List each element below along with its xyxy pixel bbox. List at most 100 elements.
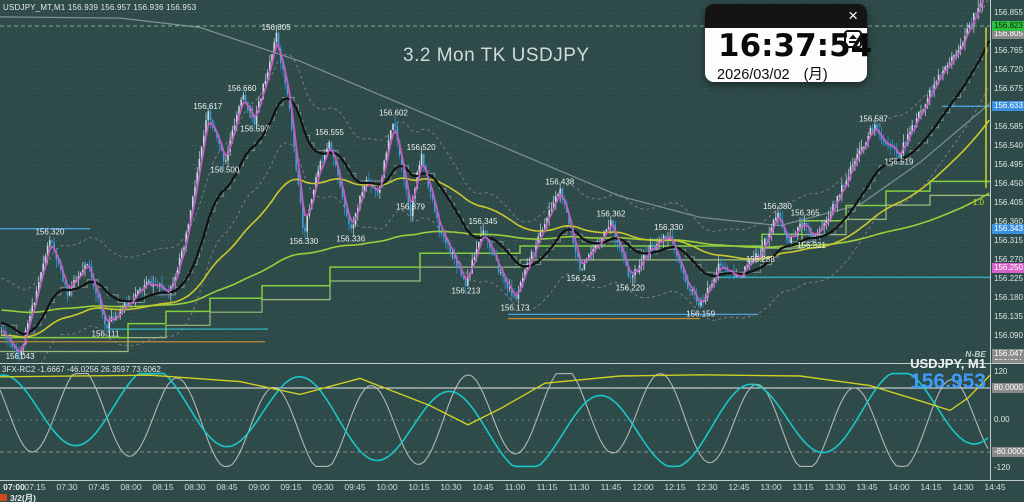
ohlc-header: USDJPY_MT,M1 156.939 156.957 156.936 156…: [3, 3, 197, 12]
clock-body: 16:37:54 2026/03/02 (月): [705, 28, 872, 83]
oscillator-values: -1.6667 -46.0256 26.3597 73.6062: [37, 365, 161, 374]
svg-text:156.438: 156.438: [545, 178, 574, 187]
price-tick-label: 156.675: [994, 84, 1023, 94]
time-axis-separator: [0, 480, 1024, 481]
svg-text:156.336: 156.336: [336, 235, 365, 244]
clock-date: 2026/03/02 (月): [717, 67, 828, 83]
lower-band: [41, 84, 990, 363]
clock-widget[interactable]: × 16:37:54 2026/03/02 (月): [705, 4, 872, 83]
time-tick-label: 12:15: [664, 482, 686, 492]
osc-axis-label: -80.0000: [992, 447, 1024, 457]
svg-text:156.500: 156.500: [210, 165, 239, 174]
osc-axis-label: 80.0000: [992, 383, 1024, 393]
svg-text:156.660: 156.660: [227, 84, 256, 93]
time-tick-label-bold: 07:00: [3, 482, 25, 492]
time-tick-label: 14:45: [984, 482, 1006, 492]
time-tick-label: 09:00: [248, 482, 270, 492]
time-tick-label: 14:30: [952, 482, 974, 492]
ma-mid-line: [1, 40, 990, 336]
time-tick-label: 13:30: [824, 482, 846, 492]
time-tick-label: 11:45: [600, 482, 622, 492]
svg-text:156.288: 156.288: [746, 255, 775, 264]
svg-text:156.519: 156.519: [885, 157, 914, 166]
indicator-price-box: 156.343: [992, 223, 1024, 234]
time-tick-label: 08:45: [216, 482, 238, 492]
svg-text:156.330: 156.330: [289, 237, 318, 246]
svg-text:156.043: 156.043: [6, 352, 35, 361]
time-tick-label: 13:00: [760, 482, 782, 492]
time-tick-label: 12:30: [696, 482, 718, 492]
osc-cyan-line: [0, 372, 989, 468]
osc-axis-label: 0.00: [994, 415, 1010, 424]
time-tick-label: 07:15: [24, 482, 46, 492]
close-icon[interactable]: ×: [848, 6, 858, 25]
time-tick-label: 10:30: [440, 482, 462, 492]
time-tick-label: 08:30: [184, 482, 206, 492]
price-tick-label: 156.405: [994, 198, 1023, 208]
oscillator-canvas[interactable]: [0, 364, 990, 480]
svg-text:156.213: 156.213: [451, 287, 480, 296]
svg-text:156.617: 156.617: [193, 102, 222, 111]
oscillator-name: 3FX-RC2: [2, 365, 36, 374]
price-tick-label: 156.270: [994, 254, 1023, 264]
time-axis[interactable]: 3/2(月) 07:00 07:15 07:30 07:45 08:00 08:15 08:…: [0, 481, 1024, 502]
time-tick-label: 10:45: [472, 482, 494, 492]
price-tick-label: 156.765: [994, 46, 1023, 56]
svg-text:156.380: 156.380: [763, 202, 792, 211]
svg-text:156.379: 156.379: [396, 203, 425, 212]
oscillator-header: 3FX-RC2 -1.6667 -46.0256 26.3597 73.6062: [2, 365, 161, 374]
svg-text:156.602: 156.602: [379, 108, 408, 117]
price-labels: 156.043 156.320 156.111 156.617 156.500 156.6…: [6, 23, 914, 361]
svg-text:156.555: 156.555: [315, 128, 344, 137]
svg-text:156.345: 156.345: [469, 217, 498, 226]
symbol-watermark: USDJPY, M1: [910, 356, 986, 371]
corner-marker: [0, 494, 7, 501]
svg-text:156.587: 156.587: [859, 115, 888, 124]
clock-titlebar[interactable]: ×: [705, 4, 867, 28]
svg-text:156.321: 156.321: [797, 241, 826, 250]
svg-text:156.365: 156.365: [791, 208, 820, 217]
price-axis[interactable]: 156.900156.855156.810156.765156.720156.6…: [990, 0, 1024, 480]
time-tick-label: 11:00: [504, 482, 526, 492]
svg-text:156.320: 156.320: [35, 227, 64, 236]
ma-fast-line: [1, 0, 985, 353]
price-watermark: 156.953: [910, 370, 986, 393]
price-tick-label: 156.315: [994, 236, 1023, 245]
price-tick-label: 156.135: [994, 311, 1023, 321]
price-tick-label: 156.585: [994, 122, 1023, 132]
time-tick-label: 13:45: [856, 482, 878, 492]
time-tick-label: 07:45: [88, 482, 110, 492]
osc-grid: [0, 364, 990, 480]
svg-text:156.220: 156.220: [616, 284, 645, 293]
gray-curve: [0, 16, 990, 227]
time-tick-label: 11:15: [536, 482, 558, 492]
ma-trend-line: [1, 192, 990, 314]
yellow-value-label: 1.0: [973, 198, 985, 207]
svg-text:156.159: 156.159: [686, 309, 715, 318]
time-tick-label: 09:45: [344, 482, 366, 492]
time-tick-label: 11:30: [568, 482, 590, 492]
eject-icon[interactable]: [844, 30, 862, 48]
svg-text:156.362: 156.362: [597, 210, 626, 219]
time-tick-label: 08:15: [152, 482, 174, 492]
time-tick-label: 09:15: [280, 482, 302, 492]
time-tick-label: 12:00: [632, 482, 654, 492]
date-label: 3/2(月): [10, 493, 36, 502]
time-tick-label: 08:00: [120, 482, 142, 492]
osc-axis-label: -120: [994, 463, 1011, 472]
indicator-price-box: 156.250: [992, 262, 1024, 273]
osc-yellow-line: [0, 374, 990, 426]
lime-step-line: [0, 180, 990, 339]
svg-text:156.243: 156.243: [567, 274, 596, 283]
corner-watermark-label: N-BE: [965, 349, 986, 359]
price-tick-label: 156.495: [994, 160, 1023, 170]
upper-band: [1, 0, 989, 291]
indicator-price-box: 156.805: [992, 28, 1024, 39]
indicator-price-box: 156.633: [992, 101, 1024, 112]
time-tick-label: 14:00: [888, 482, 910, 492]
price-tick-label: 156.090: [994, 330, 1023, 340]
time-tick-label: 13:15: [792, 482, 814, 492]
panel-separator[interactable]: [0, 363, 1024, 364]
price-tick-label: 156.360: [994, 217, 1023, 227]
